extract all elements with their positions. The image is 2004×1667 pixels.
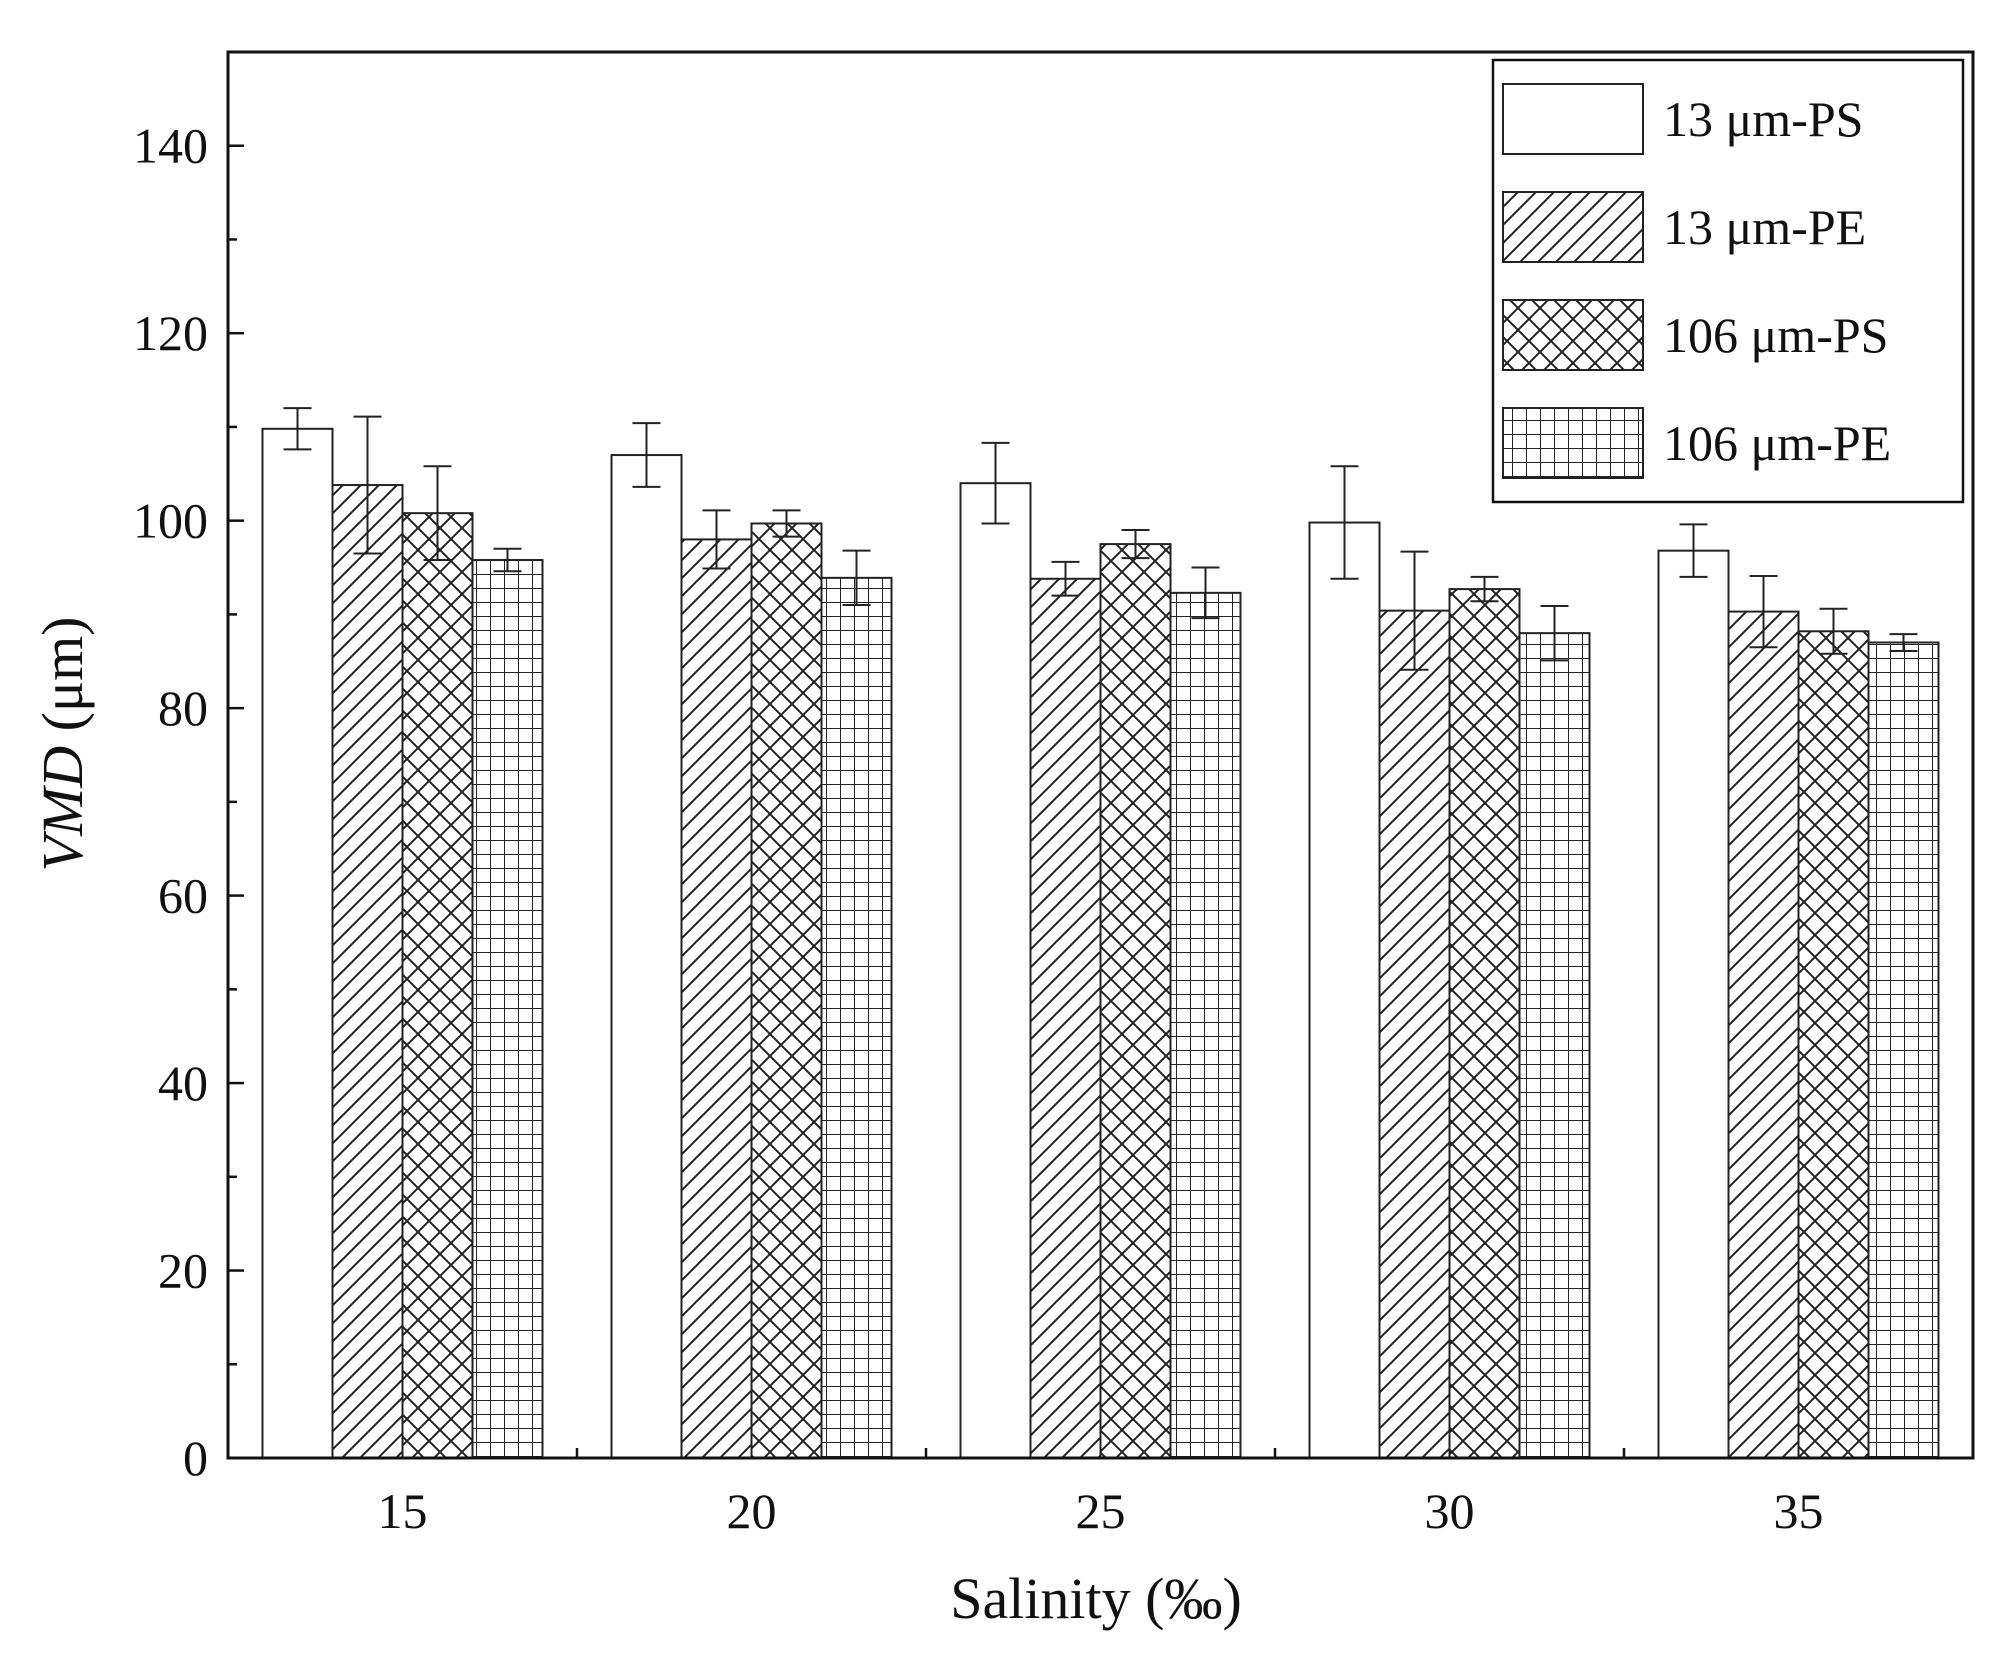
bar-13-um-PS-35	[1657, 549, 1730, 1459]
error-bar-13-um-PE-25	[1051, 560, 1080, 597]
bar-13-um-PS-20	[610, 454, 683, 1459]
x-tick-label: 30	[1425, 1483, 1475, 1539]
error-bar-13-um-PE-15	[353, 415, 382, 555]
bar-106-um-PS-25	[1099, 543, 1172, 1459]
error-bar-13-um-PS-35	[1679, 523, 1708, 578]
legend-swatch	[1502, 407, 1644, 479]
bars-layer	[261, 427, 1940, 1460]
bar-13-um-PE-25	[1029, 577, 1102, 1459]
y-tick-label: 20	[158, 1243, 208, 1299]
x-tick-label: 15	[378, 1483, 428, 1539]
bar-13-um-PE-15	[331, 484, 404, 1460]
bar-13-um-PE-35	[1727, 610, 1800, 1459]
y-tick-label: 120	[133, 305, 208, 361]
error-bar-13-um-PS-25	[981, 441, 1010, 525]
error-bar-106-um-PS-15	[423, 465, 452, 562]
bar-106-um-PE-25	[1169, 591, 1242, 1459]
x-tick-label: 35	[1774, 1483, 1824, 1539]
x-axis-title: Salinity (‰)	[950, 1566, 1242, 1631]
error-bar-13-um-PS-20	[632, 422, 661, 488]
error-bar-106-um-PE-35	[1889, 633, 1918, 652]
x-tick-label: 20	[727, 1483, 777, 1539]
bar-13-um-PS-15	[261, 427, 334, 1460]
legend-label: 13 μm-PS	[1663, 91, 1863, 147]
error-bars-layer	[283, 407, 1918, 671]
bar-13-um-PS-30	[1308, 521, 1381, 1459]
y-axis-title-main: VMD	[30, 746, 95, 872]
error-bar-106-um-PE-30	[1540, 604, 1569, 662]
y-tick-label: 80	[158, 680, 208, 736]
legend-label: 13 μm-PE	[1663, 199, 1866, 255]
legend: 13 μm-PS 13 μm-PE 106 μm-PS 106 μm-PE	[1491, 58, 1965, 504]
y-tick-label: 140	[133, 118, 208, 174]
error-bar-106-um-PE-25	[1191, 566, 1220, 620]
bar-106-um-PS-15	[401, 512, 474, 1459]
legend-label: 106 μm-PE	[1663, 415, 1891, 471]
bar-106-um-PE-15	[471, 559, 544, 1459]
error-bar-13-um-PS-15	[283, 407, 312, 451]
bar-106-um-PE-30	[1518, 632, 1591, 1459]
error-bar-106-um-PS-20	[772, 509, 801, 538]
bar-106-um-PS-30	[1448, 588, 1521, 1459]
error-bar-13-um-PE-30	[1400, 550, 1429, 671]
error-bar-106-um-PS-30	[1470, 575, 1499, 603]
legend-swatch	[1502, 83, 1644, 155]
axes-layer: 0 20 40 60 80 100 120 140 15 20 25 30 35	[133, 50, 1975, 1539]
error-bar-106-um-PS-25	[1121, 529, 1150, 560]
error-bar-106-um-PS-35	[1819, 607, 1848, 655]
bar-106-um-PE-20	[820, 576, 893, 1459]
y-tick-label: 100	[133, 493, 208, 549]
error-bar-13-um-PE-35	[1749, 574, 1778, 649]
error-bar-13-um-PS-30	[1330, 465, 1359, 580]
bar-106-um-PS-20	[750, 522, 823, 1459]
y-tick-label: 0	[183, 1430, 208, 1486]
y-tick-label: 60	[158, 868, 208, 924]
bar-13-um-PE-20	[680, 538, 753, 1459]
bar-106-um-PS-35	[1797, 630, 1870, 1459]
bar-13-um-PE-30	[1378, 609, 1451, 1459]
legend-swatch	[1502, 299, 1644, 371]
error-bar-13-um-PE-20	[702, 509, 731, 570]
legend-swatch	[1502, 191, 1644, 263]
bar-106-um-PE-35	[1867, 641, 1940, 1459]
y-axis-title-unit: (μm)	[30, 617, 95, 746]
x-tick-label: 25	[1076, 1483, 1126, 1539]
bar-13-um-PS-25	[959, 482, 1032, 1459]
error-bar-106-um-PE-20	[842, 549, 871, 607]
y-axis-title: VMD (μm)	[30, 617, 95, 872]
y-tick-label: 40	[158, 1055, 208, 1111]
plot-frame	[226, 50, 1975, 1460]
error-bar-106-um-PE-15	[493, 547, 522, 573]
legend-label: 106 μm-PS	[1663, 307, 1888, 363]
